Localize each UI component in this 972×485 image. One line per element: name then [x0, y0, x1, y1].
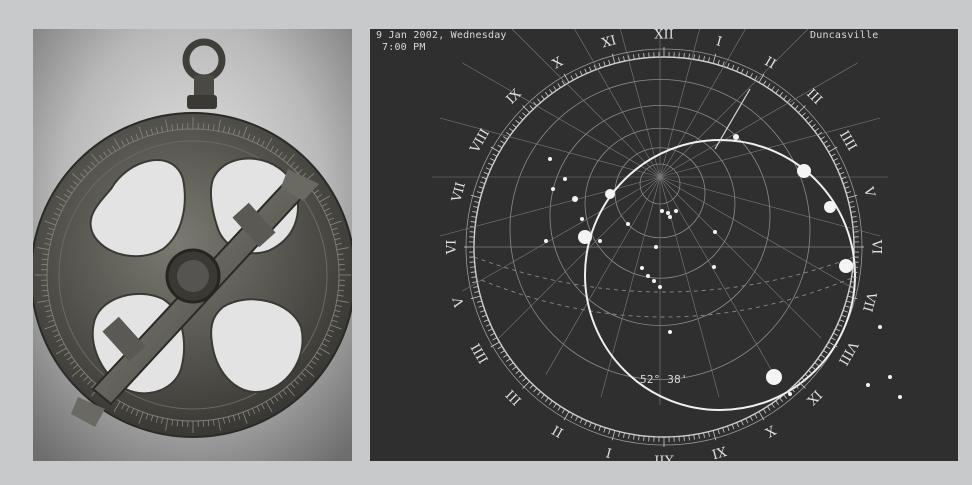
- star: [712, 265, 716, 269]
- hour-numeral: VII: [449, 181, 469, 205]
- star: [888, 375, 892, 379]
- star: [666, 211, 670, 215]
- star: [866, 383, 870, 387]
- hour-numerals: XII IIIIIIIIIIVVIVIIVIIIIXXXIXIIIIIIIIIII…: [445, 29, 884, 461]
- star: [733, 134, 739, 140]
- sky-display: XII I II III IIII V VI VII VIII IX X XI XII I II III III…: [370, 29, 958, 461]
- sky-chart: XII IIIIIIIIIIVVIVIIVIIIIXXXIXIIIIIIIIIII…: [370, 29, 958, 461]
- location-label: Duncasville: [810, 30, 879, 41]
- star: [548, 157, 552, 161]
- star: [580, 217, 584, 221]
- star: [713, 230, 717, 234]
- hour-numeral: XII: [654, 452, 674, 462]
- hour-numeral: V: [451, 295, 468, 310]
- star: [824, 201, 836, 213]
- hour-numeral: XI: [710, 443, 728, 461]
- star: [658, 285, 662, 289]
- star: [668, 215, 672, 219]
- hour-numeral: VI: [445, 240, 460, 256]
- star: [654, 245, 658, 249]
- star: [674, 209, 678, 213]
- hour-numeral: VII: [859, 289, 879, 313]
- star: [572, 196, 578, 202]
- time-label: 7:00 PM: [382, 42, 426, 53]
- star: [660, 209, 664, 213]
- star: [544, 239, 548, 243]
- hour-numeral: I: [605, 444, 614, 460]
- star: [598, 239, 602, 243]
- star: [766, 369, 782, 385]
- star: [578, 230, 592, 244]
- star: [898, 395, 902, 399]
- star: [646, 274, 650, 278]
- star: [551, 187, 555, 191]
- star: [797, 164, 811, 178]
- astrolabe-disc: [33, 112, 352, 438]
- star: [626, 222, 630, 226]
- star: [668, 330, 672, 334]
- astrolabe-photo: [33, 29, 352, 461]
- hour-numeral: I: [714, 34, 723, 50]
- star: [788, 392, 792, 396]
- star-field: [544, 134, 902, 399]
- star: [605, 189, 615, 199]
- star: [878, 325, 882, 329]
- hour-ring-ticks: [464, 47, 864, 447]
- star: [563, 177, 567, 181]
- hour-numeral: VI: [869, 239, 884, 255]
- star: [640, 266, 644, 270]
- hour-numeral: XI: [600, 33, 618, 51]
- star: [839, 259, 853, 273]
- hour-numeral: XII: [654, 29, 674, 43]
- date-label: 9 Jan 2002, Wednesday: [376, 30, 507, 41]
- star: [652, 279, 656, 283]
- hour-numeral: V: [860, 185, 877, 200]
- astrolabe-illustration: [33, 29, 352, 461]
- latitude-readout: 52° 38': [640, 373, 688, 386]
- suspension-ring: [182, 38, 226, 109]
